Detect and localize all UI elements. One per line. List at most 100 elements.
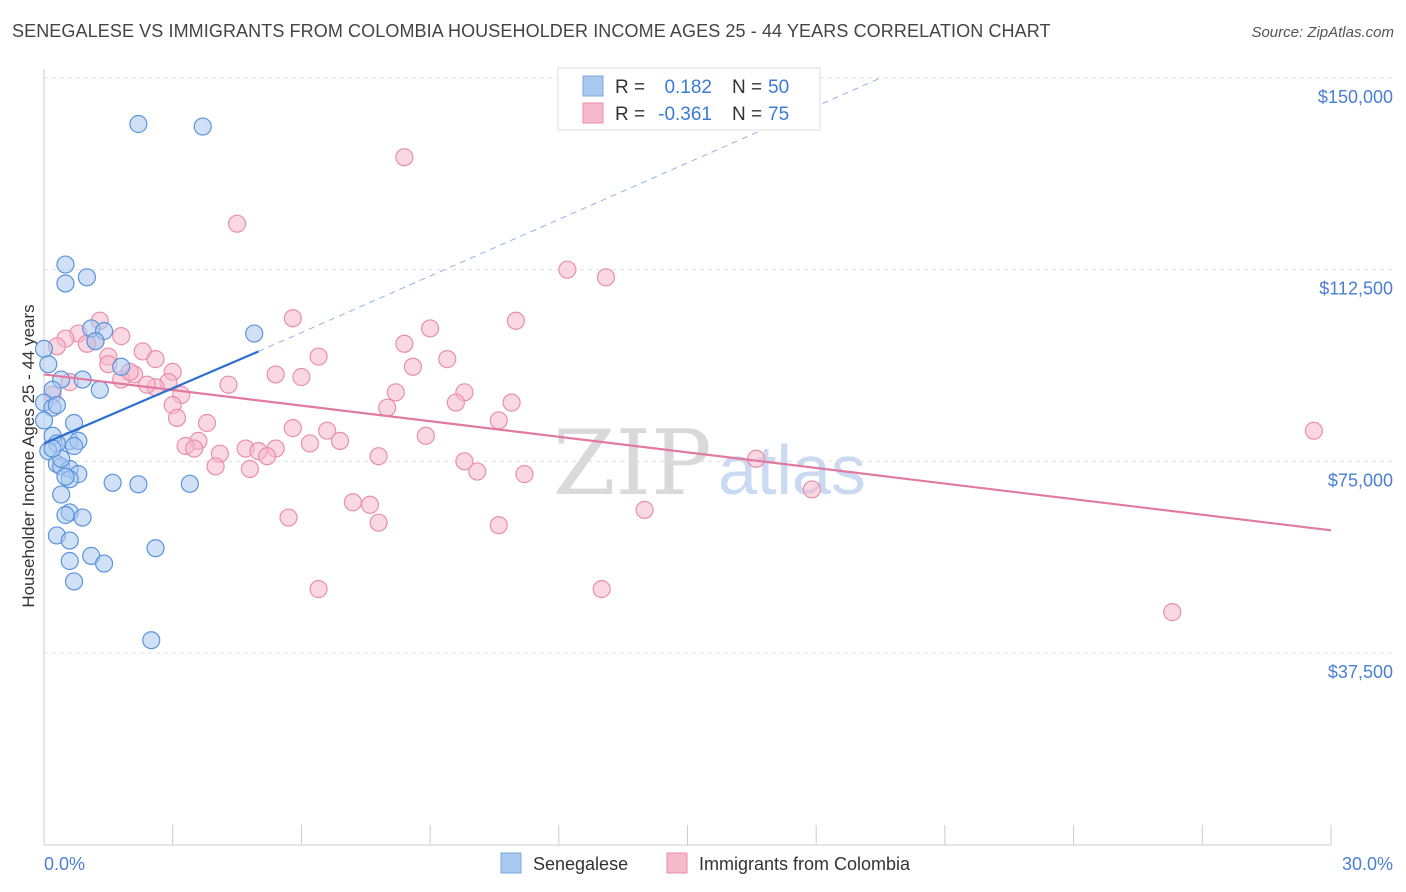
data-point-colombia [330,431,350,450]
data-point-senegalese [73,508,92,527]
bottom-legend-swatch-senegalese [500,852,522,874]
data-point-senegalese [52,485,71,504]
data-point-colombia [369,513,388,532]
legend-n-value-2: 75 [768,104,789,125]
data-point-senegalese [142,631,161,650]
data-point-colombia [395,334,414,353]
legend-n-value-1: 50 [768,77,789,98]
data-point-colombia [197,413,217,433]
data-point-colombia [137,375,157,394]
data-point-senegalese [146,539,165,558]
x-tick-label-min: 0.0% [44,854,85,874]
data-point-colombia [283,419,302,438]
y-tick-label: $37,500 [1328,662,1393,682]
data-point-colombia [1304,421,1323,440]
data-point-senegalese [34,411,54,430]
watermark-zip: ZIP [553,411,712,516]
data-point-senegalese [56,255,75,274]
data-point-colombia [167,408,187,427]
legend-n-label-2: N = [732,104,762,125]
data-point-senegalese [90,380,109,399]
data-point-senegalese [47,396,66,415]
data-point-colombia [279,508,298,527]
data-point-senegalese [86,332,105,351]
data-point-senegalese [34,339,54,358]
data-point-colombia [468,462,487,481]
data-point-colombia [146,350,165,369]
data-point-colombia [369,447,388,466]
data-point-colombia [343,493,362,512]
legend-bottom: Senegalese Immigrants from Colombia [500,852,911,874]
data-point-colombia [309,580,328,599]
data-point-senegalese [64,436,84,456]
bottom-legend-label-colombia: Immigrants from Colombia [699,854,911,874]
data-point-colombia [416,426,435,445]
trend-line-colombia [43,373,1332,532]
data-point-colombia [386,383,405,402]
data-point-senegalese [39,355,58,374]
y-tick-label: $150,000 [1318,87,1393,107]
data-point-colombia [395,148,414,167]
data-point-colombia [300,434,320,453]
x-ticks [43,825,1332,845]
gridlines [44,77,1393,654]
data-point-senegalese [129,114,148,134]
data-point-senegalese [112,357,131,376]
legend-n-label-1: N = [732,77,762,98]
bottom-legend-swatch-colombia [666,852,688,874]
data-point-colombia [309,347,328,366]
data-point-colombia [506,311,526,330]
source-label: Source: ZipAtlas.com [1251,24,1394,41]
data-point-colombia [635,500,654,519]
data-point-colombia [455,452,474,471]
data-point-colombia [403,357,423,376]
data-point-colombia [227,214,247,233]
data-point-senegalese [77,268,97,287]
data-point-senegalese [60,531,79,550]
data-point-colombia [489,411,508,430]
y-tick-label: $112,500 [1319,279,1393,299]
data-point-colombia [489,516,508,535]
legend-r-label-2: R = [615,104,645,125]
legend-r-value-2: -0.361 [658,104,712,125]
data-point-colombia [240,459,260,479]
data-point-senegalese [60,551,79,571]
data-point-colombia [292,367,311,387]
data-point-colombia [185,439,204,458]
data-point-colombia [438,350,457,369]
data-point-colombia [558,260,577,279]
legend-top: R = 0.182 N = 50 R = -0.361 N = 75 [557,67,821,131]
data-point-colombia [747,449,766,468]
data-point-senegalese [94,554,114,573]
data-point-colombia [283,309,302,328]
data-point-colombia [378,398,397,417]
data-point-colombia [502,393,521,412]
trend-line-senegalese [43,350,259,445]
bottom-legend-label-senegalese: Senegalese [533,854,628,874]
data-point-colombia [318,421,337,440]
data-point-colombia [257,447,277,466]
y-tick-label: $75,000 [1328,470,1393,490]
data-point-senegalese [56,505,75,525]
chart-title: SENEGALESE VS IMMIGRANTS FROM COLOMBIA H… [12,21,1051,41]
data-point-colombia [206,457,225,476]
x-tick-label-max: 30.0% [1342,854,1393,874]
data-point-colombia [266,365,285,384]
legend-r-label-1: R = [615,77,645,98]
data-point-colombia [515,465,534,484]
data-point-senegalese [64,572,84,591]
y-tick-labels: $37,500 $75,000 $112,500 $150,000 [1318,87,1393,682]
data-point-senegalese [129,475,148,494]
data-point-colombia [219,375,238,394]
data-point-colombia [1163,603,1182,622]
data-point-senegalese [193,117,212,136]
data-point-colombia [112,327,131,346]
data-point-senegalese [103,473,122,492]
data-point-colombia [446,393,465,412]
data-point-senegalese [56,274,75,293]
data-point-colombia [596,268,616,287]
data-point-colombia [592,580,611,599]
legend-swatch-colombia [582,102,604,124]
legend-swatch-senegalese [582,75,604,97]
